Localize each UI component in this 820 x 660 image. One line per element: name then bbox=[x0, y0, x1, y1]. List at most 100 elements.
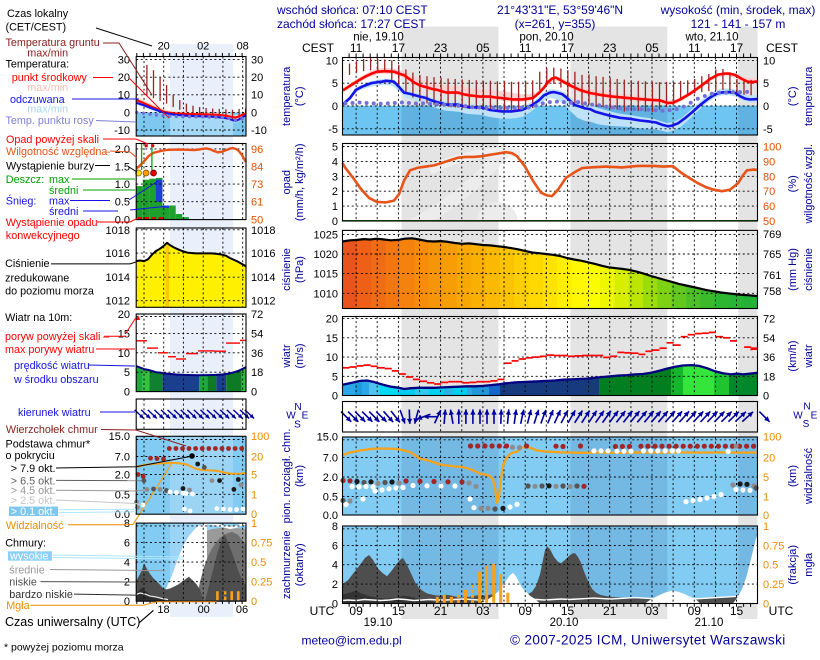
svg-text:21°43'31"E, 53°59'46"N: 21°43'31"E, 53°59'46"N bbox=[497, 3, 623, 17]
svg-text:(CET/CEST): (CET/CEST) bbox=[6, 21, 67, 33]
svg-text:0: 0 bbox=[332, 216, 338, 228]
svg-text:CEST: CEST bbox=[766, 41, 799, 55]
svg-text:5: 5 bbox=[332, 142, 338, 154]
svg-text:widzialność: widzialność bbox=[803, 447, 815, 505]
svg-text:nie, 19.10: nie, 19.10 bbox=[353, 32, 404, 44]
svg-text:1025: 1025 bbox=[314, 229, 338, 241]
svg-text:Wilgotność względna: Wilgotność względna bbox=[6, 146, 107, 158]
svg-text:–: – bbox=[104, 146, 110, 158]
svg-text:10: 10 bbox=[763, 55, 775, 67]
svg-text:15.0: 15.0 bbox=[109, 431, 130, 443]
svg-text:-5: -5 bbox=[328, 124, 338, 136]
svg-text:21.10: 21.10 bbox=[695, 617, 724, 629]
svg-text:pon, 20.10: pon, 20.10 bbox=[519, 32, 573, 44]
svg-text:* powyżej poziomu morza: * powyżej poziomu morza bbox=[4, 642, 124, 654]
svg-text:100: 100 bbox=[763, 431, 781, 443]
svg-text:08: 08 bbox=[237, 41, 249, 53]
svg-text:121 - 141 - 157 m: 121 - 141 - 157 m bbox=[691, 17, 786, 31]
svg-text:ciśnienie: ciśnienie bbox=[281, 248, 293, 291]
svg-text:0: 0 bbox=[763, 510, 769, 522]
svg-text:-10: -10 bbox=[251, 125, 267, 137]
svg-text:15: 15 bbox=[392, 604, 406, 618]
svg-text:1: 1 bbox=[251, 489, 257, 501]
svg-text:6: 6 bbox=[332, 540, 338, 552]
svg-text:0.25: 0.25 bbox=[763, 579, 784, 591]
svg-text:05: 05 bbox=[476, 41, 490, 55]
svg-text:1.5: 1.5 bbox=[115, 162, 130, 174]
svg-text:30: 30 bbox=[251, 55, 263, 67]
svg-text:5: 5 bbox=[124, 367, 130, 379]
svg-text:0.25: 0.25 bbox=[251, 577, 272, 589]
svg-text:kierunek wiatru: kierunek wiatru bbox=[18, 407, 91, 419]
svg-text:54: 54 bbox=[763, 333, 775, 345]
svg-text:20: 20 bbox=[118, 72, 130, 84]
svg-text:opad: opad bbox=[281, 170, 293, 194]
svg-text:96: 96 bbox=[251, 144, 263, 156]
svg-text:poryw powyżej skali: poryw powyżej skali bbox=[5, 331, 100, 343]
svg-text:70: 70 bbox=[763, 186, 775, 198]
svg-text:00: 00 bbox=[198, 604, 210, 616]
svg-text:17: 17 bbox=[392, 41, 406, 55]
svg-text:5: 5 bbox=[332, 371, 338, 383]
svg-text:(hPa): (hPa) bbox=[294, 256, 306, 283]
svg-text:max/min: max/min bbox=[27, 104, 68, 116]
svg-text:0: 0 bbox=[124, 596, 130, 608]
svg-text:4: 4 bbox=[332, 560, 338, 572]
svg-text:20: 20 bbox=[118, 309, 130, 321]
svg-text:20: 20 bbox=[326, 314, 338, 326]
svg-text:wysokie: wysokie bbox=[9, 551, 48, 563]
svg-text:> 4.5 okt.: > 4.5 okt. bbox=[11, 485, 56, 497]
svg-text:max/min: max/min bbox=[27, 48, 68, 60]
svg-text:0: 0 bbox=[763, 101, 769, 113]
svg-text:W: W bbox=[286, 411, 296, 422]
svg-text:Widzialność: Widzialność bbox=[6, 520, 64, 532]
svg-text:10: 10 bbox=[118, 348, 130, 360]
svg-text:1: 1 bbox=[332, 201, 338, 213]
svg-text:11: 11 bbox=[350, 41, 363, 55]
svg-text:1018: 1018 bbox=[251, 225, 275, 237]
svg-text:23: 23 bbox=[603, 41, 617, 55]
svg-text:0.0: 0.0 bbox=[323, 510, 338, 522]
svg-text:1: 1 bbox=[763, 521, 769, 533]
svg-text:(km): (km) bbox=[294, 465, 306, 487]
svg-text:max: max bbox=[49, 195, 70, 207]
svg-text:max/min: max/min bbox=[27, 82, 68, 94]
svg-text:0.75: 0.75 bbox=[251, 538, 272, 550]
svg-text:0.5: 0.5 bbox=[115, 197, 130, 209]
svg-text:(°C): (°C) bbox=[787, 86, 799, 106]
svg-text:72: 72 bbox=[251, 309, 263, 321]
svg-text:> 7.9 okt.: > 7.9 okt. bbox=[11, 463, 56, 475]
svg-text:21: 21 bbox=[434, 604, 448, 618]
svg-text:W: W bbox=[793, 411, 803, 422]
svg-text:niskie: niskie bbox=[9, 577, 37, 589]
svg-text:1: 1 bbox=[763, 491, 769, 503]
svg-text:0: 0 bbox=[251, 387, 257, 399]
svg-text:w środku obszaru: w środku obszaru bbox=[13, 374, 99, 386]
svg-text:meteo@icm.edu.pl: meteo@icm.edu.pl bbox=[302, 634, 402, 648]
svg-text:8: 8 bbox=[124, 518, 130, 530]
svg-text:średnie: średnie bbox=[9, 564, 44, 576]
svg-text:(mm/h, kg/m²/h): (mm/h, kg/m²/h) bbox=[294, 143, 306, 221]
svg-text:0.5: 0.5 bbox=[115, 489, 130, 501]
svg-text:Temperatura gruntu: Temperatura gruntu bbox=[6, 37, 100, 49]
svg-text:2: 2 bbox=[332, 579, 338, 591]
svg-text:8: 8 bbox=[332, 521, 338, 533]
svg-text:90: 90 bbox=[763, 156, 775, 168]
svg-text:Wiatr na 10m:: Wiatr na 10m: bbox=[5, 312, 72, 324]
svg-text:50: 50 bbox=[763, 216, 775, 228]
svg-text:09: 09 bbox=[519, 604, 533, 618]
svg-text:4: 4 bbox=[124, 557, 130, 569]
svg-text:E: E bbox=[811, 410, 818, 421]
svg-text:20: 20 bbox=[251, 72, 263, 84]
svg-text:15: 15 bbox=[326, 333, 338, 345]
svg-text:769: 769 bbox=[763, 229, 781, 241]
svg-text:20.10: 20.10 bbox=[550, 617, 579, 629]
svg-text:06: 06 bbox=[236, 604, 248, 616]
svg-text:30: 30 bbox=[118, 55, 130, 67]
svg-text:36: 36 bbox=[251, 348, 263, 360]
svg-text:max porywy wiatru: max porywy wiatru bbox=[5, 344, 94, 356]
svg-text:1018: 1018 bbox=[106, 225, 130, 237]
svg-text:1014: 1014 bbox=[106, 272, 130, 284]
svg-text:2.0: 2.0 bbox=[115, 470, 130, 482]
svg-text:N: N bbox=[803, 402, 810, 413]
